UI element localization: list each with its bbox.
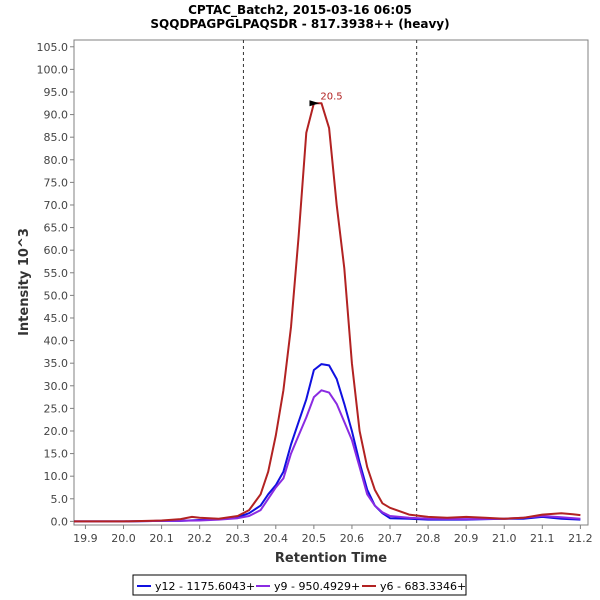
peak-annotation: 20.5 [309, 91, 343, 107]
x-tick-label: 20.2 [187, 532, 212, 545]
x-tick-label: 20.8 [416, 532, 441, 545]
y-tick-label: 65.0 [44, 222, 69, 235]
y-tick-label: 50.0 [44, 289, 69, 302]
y-tick-label: 25.0 [44, 402, 69, 415]
y-tick-label: 90.0 [44, 109, 69, 122]
x-tick-label: 20.1 [149, 532, 174, 545]
legend: y12 - 1175.6043+ y9 - 950.4929+ y6 - 683.3… [132, 574, 467, 596]
y-tick-label: 85.0 [44, 131, 69, 144]
y-tick-label: 20.0 [44, 425, 69, 438]
x-tick-label: 21.1 [530, 532, 555, 545]
y-tick-label: 15.0 [44, 448, 69, 461]
y-tick-label: 70.0 [44, 199, 69, 212]
y-tick-label: 40.0 [44, 335, 69, 348]
y-tick-label: 75.0 [44, 176, 69, 189]
y-tick-label: 55.0 [44, 267, 69, 280]
y-tick-label: 5.0 [51, 493, 69, 506]
y-tick-label: 10.0 [44, 470, 69, 483]
legend-label: y6 - 683.3346+ [380, 580, 466, 593]
x-tick-label: 20.4 [264, 532, 289, 545]
plot-area [73, 39, 589, 526]
x-tick-label: 20.7 [378, 532, 403, 545]
x-tick-label: 21.0 [492, 532, 517, 545]
y-tick-label: 105.0 [37, 41, 69, 54]
legend-label: y9 - 950.4929+ [274, 580, 360, 593]
x-axis-label: Retention Time [275, 551, 387, 566]
y-tick-label: 45.0 [44, 312, 69, 325]
y-axis-label: Intensity 10^3 [17, 228, 32, 336]
peak-marker [309, 100, 320, 107]
peak-label: 20.5 [320, 91, 342, 102]
y-tick-label: 35.0 [44, 357, 69, 370]
y-tick-label: 0.0 [51, 515, 69, 528]
series-line [74, 102, 581, 523]
y-tick-label: 100.0 [37, 63, 69, 76]
boundary-lines [242, 40, 418, 525]
chart-subtitle: SQQDPAGPGLPAQSDR - 817.3938++ (heavy) [150, 17, 449, 31]
y-tick-label: 80.0 [44, 154, 69, 167]
legend-label: y12 - 1175.6043+ [155, 580, 255, 593]
x-tick-label: 19.9 [73, 532, 98, 545]
y-tick-label: 60.0 [44, 244, 69, 257]
x-tick-label: 21.2 [568, 532, 593, 545]
x-axis: 19.9 20.0 20.1 20.2 20.3 20.4 20.5 20.6 20.7 20.8… [73, 525, 593, 545]
x-tick-label: 20.5 [302, 532, 327, 545]
y-tick-label: 30.0 [44, 380, 69, 393]
series-layer [74, 102, 581, 523]
x-tick-label: 20.0 [111, 532, 136, 545]
x-tick-label: 20.3 [225, 532, 250, 545]
y-axis: 0.0 5.0 10.0 15.0 20.0 25.0 30.0 35.0 40.0 45.0 50… [37, 41, 74, 528]
x-tick-label: 20.9 [454, 532, 479, 545]
legend-box [132, 574, 467, 596]
x-tick-label: 20.6 [340, 532, 365, 545]
series-line [74, 389, 581, 523]
chart-title: CPTAC_Batch2, 2015-03-16 06:05 [188, 3, 412, 18]
y-tick-label: 95.0 [44, 86, 69, 99]
